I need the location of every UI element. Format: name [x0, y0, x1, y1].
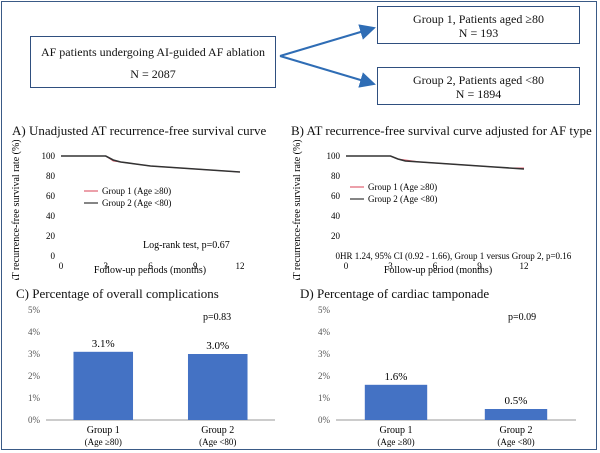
legend-label-group1: Group 1 (Age ≥80) [368, 182, 437, 192]
root-cohort-label: AF patients undergoing AI-guided AF abla… [40, 45, 266, 59]
y-tick-label: 60 [331, 191, 341, 201]
y-tick-label: 20 [46, 231, 56, 241]
y-tick-label: 0% [28, 415, 41, 425]
y-tick-label: 2% [318, 371, 331, 381]
group1-box: Group 1, Patients aged ≥80 N = 193 [377, 6, 580, 44]
y-tick-label: 100 [42, 151, 56, 161]
series-line-group2 [61, 155, 241, 173]
group2-count: N = 1894 [455, 87, 502, 101]
category-sublabel: (Age <80) [497, 437, 534, 447]
y-axis-label: AT recurrence-free survival rate (%) [292, 140, 303, 280]
data-label: 3.1% [92, 338, 115, 350]
stats-note: HR 1.24, 95% CI (0.92 - 1.66), Group 1 v… [340, 251, 572, 261]
p-value: p=0.83 [203, 312, 231, 323]
category-sublabel: (Age ≥80) [85, 437, 122, 447]
y-tick-label: 80 [331, 171, 341, 181]
arrow-to-group1 [279, 24, 376, 57]
x-tick-label: 3 [388, 261, 393, 271]
x-axis-label: Follow-up period (months) [384, 265, 492, 276]
bar-chart-complications: p=0.83 0% 1% 2% 3% 4% 5% 3.1% Group 1(Age ≥80) 3… [28, 305, 275, 447]
y-tick-label: 2% [28, 371, 41, 381]
legend-label-group2: Group 2 (Age <80) [102, 198, 171, 208]
group2-label: Group 2, Patients aged <80 [412, 73, 545, 87]
y-tick-label: 0 [336, 251, 341, 261]
y-tick-label: 80 [46, 171, 56, 181]
panel-b-title: B) AT recurrence-free survival curve adj… [291, 123, 592, 138]
group1-count: N = 193 [458, 26, 499, 40]
bar-chart-tamponade: p=0.09 0% 1% 2% 3% 4% 5% 1.6% Group 1(Age ≥80) 0… [318, 305, 576, 447]
x-tick-label: 12 [236, 261, 245, 271]
x-tick-label: 0 [344, 261, 349, 271]
data-label: 1.6% [385, 371, 408, 383]
flow-arrows [279, 24, 376, 88]
y-tick-label: 4% [318, 327, 331, 337]
x-tick-label: 9 [193, 261, 198, 271]
legend-label-group1: Group 1 (Age ≥80) [102, 186, 171, 196]
y-tick-label: 5% [28, 305, 41, 315]
y-tick-label: 1% [28, 393, 41, 403]
root-cohort-box: AF patients undergoing AI-guided AF abla… [30, 36, 276, 88]
y-tick-label: 40 [46, 211, 56, 221]
x-tick-label: 3 [104, 261, 109, 271]
series-line-group2 [346, 155, 525, 170]
group2-box: Group 2, Patients aged <80 N = 1894 [377, 67, 580, 105]
panel-c-title: C) Percentage of overall complications [16, 286, 219, 301]
y-tick-label: 0 [51, 251, 56, 261]
x-tick-label: 12 [520, 261, 529, 271]
y-tick-label: 3% [28, 349, 41, 359]
bar-group1 [73, 351, 134, 420]
y-tick-label: 20 [331, 231, 341, 241]
x-axis-label: Follow-up periods (months) [94, 265, 206, 276]
data-label: 3.0% [206, 340, 229, 352]
y-tick-label: 3% [318, 349, 331, 359]
y-tick-label: 100 [327, 151, 341, 161]
stats-note: Log-rank test, p=0.67 [143, 240, 230, 251]
category-label: Group 1 [87, 425, 120, 436]
y-tick-label: 5% [318, 305, 331, 315]
survival-chart-a: AT recurrence-free survival rate (%) Fol… [11, 140, 245, 280]
panel-a-title: A) Unadjusted AT recurrence-free surviva… [12, 123, 267, 138]
survival-chart-b: AT recurrence-free survival rate (%) Fol… [292, 140, 572, 280]
category-label: Group 2 [499, 425, 532, 436]
y-tick-label: 0% [318, 415, 331, 425]
bar-group2 [484, 409, 548, 420]
y-tick-label: 60 [46, 191, 56, 201]
panel-d-title: D) Percentage of cardiac tamponade [300, 286, 490, 301]
x-tick-label: 6 [148, 261, 153, 271]
root-cohort-count: N = 2087 [130, 67, 176, 81]
y-tick-label: 40 [331, 211, 341, 221]
data-label: 0.5% [505, 395, 528, 407]
y-tick-label: 1% [318, 393, 331, 403]
category-label: Group 1 [379, 425, 412, 436]
x-tick-label: 0 [59, 261, 64, 271]
category-sublabel: (Age ≥80) [377, 437, 414, 447]
legend-label-group2: Group 2 (Age <80) [368, 194, 437, 204]
series-line-group1 [346, 155, 524, 169]
group1-label: Group 1, Patients aged ≥80 [413, 12, 544, 26]
category-label: Group 2 [201, 425, 234, 436]
x-tick-label: 9 [477, 261, 482, 271]
arrow-to-group2 [279, 55, 376, 88]
y-tick-label: 4% [28, 327, 41, 337]
p-value: p=0.09 [508, 312, 536, 323]
category-sublabel: (Age <80) [199, 437, 236, 447]
x-tick-label: 6 [433, 261, 438, 271]
y-axis-label: AT recurrence-free survival rate (%) [11, 140, 22, 280]
bar-group2 [187, 354, 248, 420]
bar-group1 [364, 384, 428, 420]
